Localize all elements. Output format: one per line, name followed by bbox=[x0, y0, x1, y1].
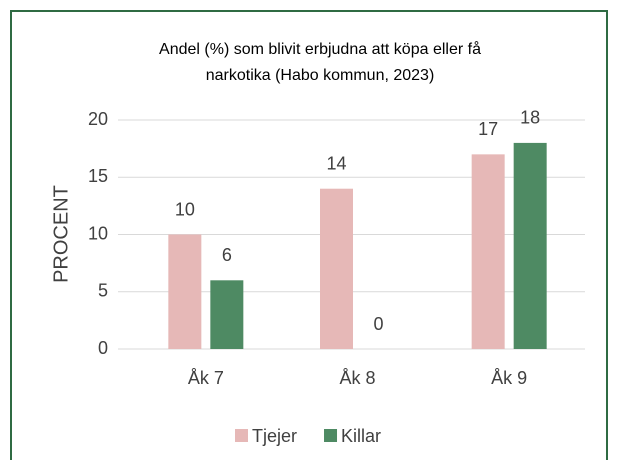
y-tick-label: 10 bbox=[88, 223, 108, 243]
y-tick-label: 5 bbox=[98, 281, 108, 301]
data-label: 18 bbox=[520, 108, 540, 128]
legend-swatch bbox=[324, 429, 338, 442]
legend-label: Killar bbox=[341, 426, 381, 446]
chart-title: narkotika (Habo kommun, 2023) bbox=[206, 67, 435, 84]
data-label: 14 bbox=[326, 153, 346, 173]
chart-title: Andel (%) som blivit erbjudna att köpa e… bbox=[159, 40, 481, 58]
bar bbox=[168, 234, 202, 349]
data-label: 17 bbox=[478, 119, 498, 139]
legend-swatch bbox=[235, 429, 248, 442]
bar bbox=[513, 142, 547, 349]
data-label: 0 bbox=[373, 314, 383, 334]
bar bbox=[320, 188, 353, 349]
bar bbox=[471, 154, 505, 349]
y-axis-label: PROCENT bbox=[50, 185, 72, 283]
y-tick-label: 0 bbox=[98, 338, 108, 358]
x-tick-label: Åk 8 bbox=[339, 368, 375, 388]
bar bbox=[210, 280, 244, 349]
data-label: 10 bbox=[175, 199, 195, 219]
legend-label: Tjejer bbox=[252, 426, 297, 446]
x-tick-label: Åk 9 bbox=[491, 368, 527, 388]
x-tick-label: Åk 7 bbox=[188, 368, 224, 388]
chart-frame bbox=[10, 10, 608, 460]
data-label: 6 bbox=[222, 245, 232, 265]
y-tick-label: 20 bbox=[88, 109, 108, 129]
y-tick-label: 15 bbox=[88, 166, 108, 186]
